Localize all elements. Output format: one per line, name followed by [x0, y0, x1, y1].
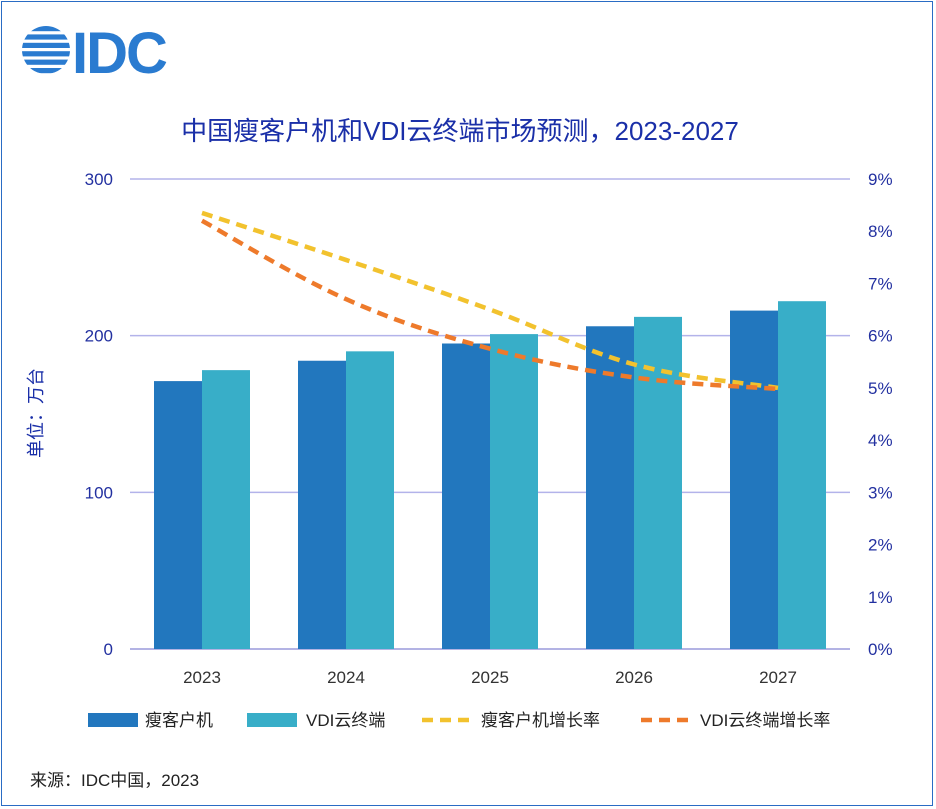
y2-tick-label: 5% [868, 379, 893, 398]
line-VDI云终端增长率 [200, 218, 779, 392]
bar-VDI云终端-2027 [778, 301, 826, 649]
bar-瘦客户机-2026 [586, 326, 634, 649]
bar-VDI云终端-2025 [490, 334, 538, 649]
y2-tick-label: 6% [868, 327, 893, 346]
y2-tick-label: 4% [868, 431, 893, 450]
globe-stripe [22, 34, 70, 40]
legend-label-VDI云终端: VDI云终端 [306, 711, 385, 730]
idc-logo-text: IDC [72, 21, 167, 86]
bar-瘦客户机-2024 [298, 360, 346, 649]
x-tick-label: 2023 [183, 668, 221, 687]
line-瘦客户机增长率 [201, 210, 779, 391]
legend: 瘦客户机 VDI云终端 瘦客户机增长率 VDI云终端增长率 [88, 711, 830, 730]
y2-tick-label: 0% [868, 640, 893, 659]
globe-stripe [22, 59, 70, 65]
y-tick-label: 300 [85, 170, 113, 189]
y2-tick-label: 9% [868, 170, 893, 189]
y-tick-label: 200 [85, 327, 113, 346]
idc-globe-icon [22, 26, 70, 74]
legend-swatch-VDI云终端 [247, 713, 297, 727]
x-axis-ticks: 2023 2024 2025 2026 2027 [183, 668, 797, 687]
legend-swatch-瘦客户机 [88, 713, 138, 727]
y-tick-label: 100 [85, 483, 113, 502]
y2-tick-label: 1% [868, 588, 893, 607]
y2-axis-ticks: 0% 1% 2% 3% 4% 5% 6% 7% 8% 9% [868, 170, 893, 659]
globe-stripe [22, 68, 70, 74]
y2-tick-label: 2% [868, 536, 893, 555]
bar-瘦客户机-2027 [730, 310, 778, 649]
y2-tick-label: 7% [868, 274, 893, 293]
bars [154, 301, 826, 649]
growth-lines [200, 210, 779, 392]
y2-tick-label: 3% [868, 483, 893, 502]
y-axis-label: 单位：万台 [26, 368, 46, 458]
source-note: 来源：IDC中国，2023 [30, 771, 199, 790]
bar-VDI云终端-2023 [202, 370, 250, 649]
bar-瘦客户机-2023 [154, 381, 202, 649]
bar-瘦客户机-2025 [442, 343, 490, 649]
y-tick-label: 0 [104, 640, 113, 659]
globe-stripe [22, 51, 70, 57]
x-tick-label: 2026 [615, 668, 653, 687]
y2-tick-label: 8% [868, 222, 893, 241]
idc-logo: IDC [22, 21, 169, 86]
legend-label-瘦客户机: 瘦客户机 [145, 711, 213, 730]
globe-stripe [22, 26, 70, 32]
legend-label-瘦客户机增长率: 瘦客户机增长率 [481, 711, 600, 730]
legend-label-VDI云终端增长率: VDI云终端增长率 [700, 711, 830, 730]
x-tick-label: 2027 [759, 668, 797, 687]
x-tick-label: 2024 [327, 668, 365, 687]
globe-stripe [22, 42, 70, 48]
bar-VDI云终端-2024 [346, 351, 394, 649]
y-axis-ticks: 0 100 200 300 [85, 170, 113, 659]
chart-title: 中国瘦客户机和VDI云终端市场预测，2023-2027 [181, 116, 739, 146]
x-tick-label: 2025 [471, 668, 509, 687]
bar-VDI云终端-2026 [634, 316, 682, 649]
